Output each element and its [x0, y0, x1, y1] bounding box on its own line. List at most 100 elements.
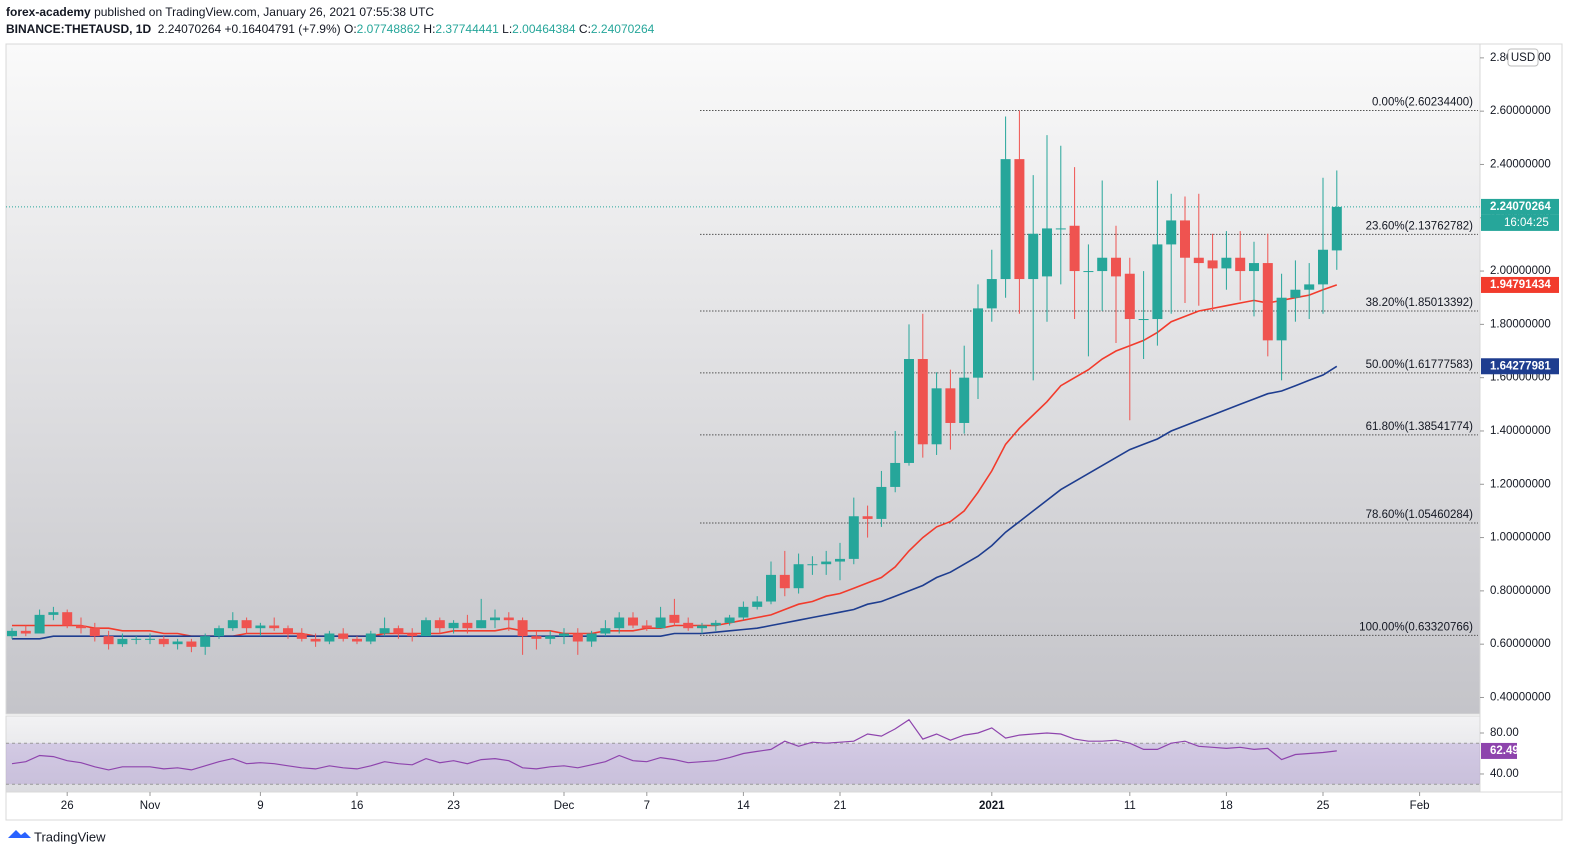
y-tick-label: 2.40000000: [1490, 158, 1551, 170]
candle-body: [641, 625, 652, 629]
candle-body: [476, 620, 487, 629]
y-tick-label: 1.60000000: [1490, 372, 1551, 384]
candle-body: [697, 625, 707, 629]
candle-body: [241, 620, 252, 629]
moving-average: [12, 365, 1338, 640]
currency: USD: [1511, 52, 1535, 64]
candle-body: [1000, 159, 1011, 280]
change: +0.16404791 (+7.9%): [224, 22, 341, 36]
candle-body: [572, 633, 583, 642]
candle-body: [1042, 228, 1052, 277]
candle-body: [1304, 284, 1315, 290]
candle-body: [1152, 244, 1163, 320]
candle-body: [1083, 271, 1094, 273]
candle-body: [421, 620, 431, 637]
y-tick-label: 1.80000000: [1490, 318, 1551, 330]
x-tick-label: 14: [737, 800, 750, 812]
c-label: C:: [578, 22, 591, 36]
candle-body: [848, 516, 859, 559]
candle-body: [145, 638, 155, 640]
publish-line: forex-academy published on TradingView.c…: [6, 4, 654, 21]
candle-body: [1290, 289, 1301, 298]
candle-body: [89, 628, 100, 637]
y-tick-label: 1.00000000: [1490, 532, 1551, 544]
rsi-tag-bg: [1481, 742, 1517, 759]
candle-body: [131, 638, 142, 640]
candle-body: [172, 641, 183, 645]
candle-body: [862, 516, 873, 519]
candle-body: [186, 641, 197, 647]
x-tick-label: 16: [351, 800, 364, 812]
candle-body: [200, 636, 211, 647]
candle-body: [20, 630, 31, 634]
candle-body: [545, 636, 556, 639]
c-value: 2.24070264: [590, 22, 655, 36]
candle-body: [586, 633, 597, 642]
candle-body: [876, 486, 887, 519]
rsi-tick-label: 40.00: [1490, 768, 1519, 780]
candle-body: [490, 617, 500, 621]
candle-body: [669, 614, 680, 623]
candle-body: [1069, 225, 1080, 272]
x-tick-label: 11: [1124, 800, 1136, 812]
candle-body: [393, 628, 404, 634]
x-tick-label: 26: [61, 800, 74, 812]
candle-body: [821, 561, 832, 565]
publish-info: published on TradingView.com, January 26…: [94, 5, 435, 19]
candle-body: [62, 612, 73, 626]
candle-body: [462, 622, 473, 629]
candle-body: [986, 279, 997, 309]
y-tick-label: 0.80000000: [1490, 585, 1551, 597]
candle-body: [917, 359, 928, 445]
x-tick-label: Nov: [140, 800, 161, 812]
l-label: L:: [502, 22, 513, 36]
candle-body: [503, 617, 514, 621]
candle-body: [1331, 206, 1342, 251]
candle-body: [296, 633, 307, 639]
candle-body: [338, 633, 349, 639]
x-tick-label: Feb: [1410, 800, 1430, 812]
fib-label: 61.80%(1.38541774): [1366, 421, 1474, 433]
l-value: 2.00464384: [512, 22, 576, 36]
fib-label: 100.00%(0.63320766): [1359, 621, 1473, 633]
h-label: H:: [423, 22, 436, 36]
candle-body: [1124, 273, 1135, 320]
candle-body: [1221, 257, 1232, 269]
candle-body: [973, 308, 983, 378]
candle-body: [117, 638, 128, 645]
candle-body: [628, 617, 638, 626]
candle-body: [835, 558, 845, 562]
candle-body: [517, 620, 528, 637]
candle-body: [655, 617, 666, 629]
candle-body: [352, 638, 362, 642]
candle-body: [214, 628, 224, 637]
rsi-tick-label: 80.00: [1490, 727, 1519, 739]
ma-tag: 1.64277981: [1490, 360, 1551, 372]
y-tick-label: 0.60000000: [1490, 638, 1551, 650]
candle-body: [766, 574, 776, 602]
candle-body: [255, 625, 266, 629]
candle-body: [379, 628, 390, 634]
candle-body: [1180, 220, 1190, 258]
candle-body: [738, 606, 749, 618]
x-tick-label: 23: [447, 800, 460, 812]
rsi-tag: 62.49: [1490, 745, 1519, 757]
candle-body: [227, 620, 238, 629]
candle-body: [959, 377, 970, 423]
candle-body: [683, 622, 694, 629]
candle-body: [407, 633, 418, 637]
candle-body: [365, 633, 376, 642]
candle-body: [1097, 257, 1108, 272]
x-tick-label: 9: [257, 800, 263, 812]
fib-label: 23.60%(2.13762782): [1366, 220, 1474, 232]
candle-body: [945, 388, 956, 423]
candle-body: [1166, 220, 1177, 245]
candle-body: [310, 638, 321, 642]
candle-body: [931, 388, 942, 445]
candle-body: [283, 628, 293, 634]
o-value: 2.07748862: [356, 22, 421, 36]
candle-body: [600, 628, 611, 634]
x-tick-label: Dec: [554, 800, 575, 812]
